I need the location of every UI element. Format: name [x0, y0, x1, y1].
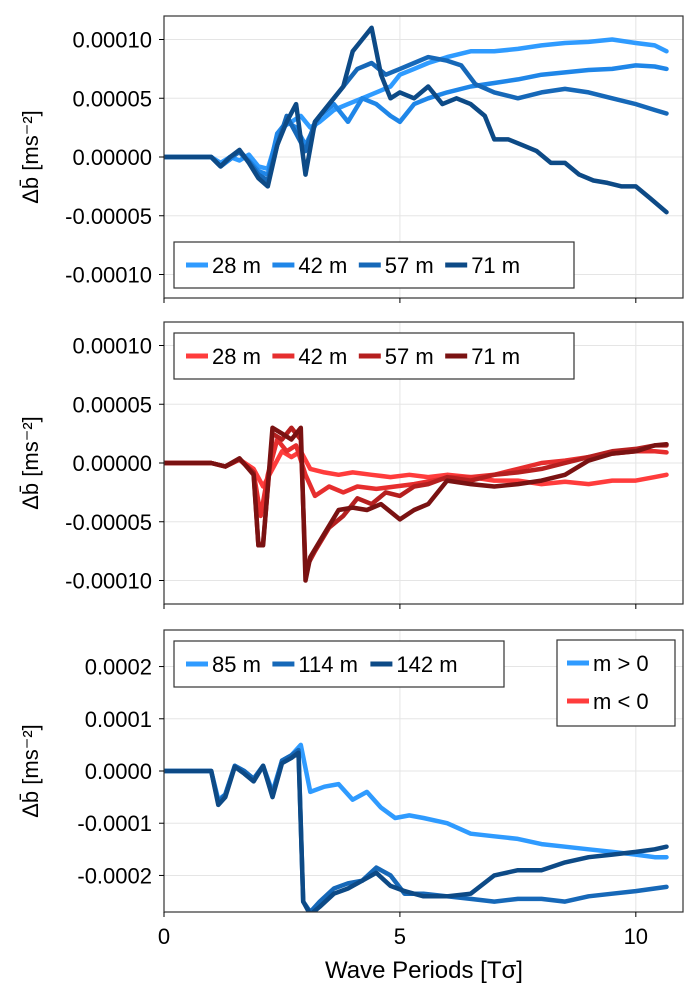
x-tick-label: 5	[394, 924, 406, 949]
legend: 28 m 42 m 57 m 71 m	[173, 241, 575, 289]
legend-label: 71 m	[471, 253, 520, 278]
legend-label: 57 m	[385, 344, 434, 369]
legend: 85 m 114 m 142 m	[173, 640, 505, 688]
y-tick-label: -0.00005	[65, 204, 152, 229]
y-tick-label: -0.0001	[77, 811, 152, 836]
series-line-142-m	[164, 750, 669, 912]
legend-label: 28 m	[212, 344, 261, 369]
y-tick-label: -0.00010	[65, 569, 152, 594]
y-tick-label: 0.00000	[72, 451, 152, 476]
sign-legend: m > 0 m < 0	[556, 639, 676, 727]
y-tick-label: 0.00000	[72, 145, 152, 170]
legend-label: 57 m	[385, 253, 434, 278]
legend-label: 42 m	[298, 253, 347, 278]
series-line-71-m	[164, 425, 669, 583]
y-axis-label: Δb̄ [ms⁻²]	[18, 724, 43, 818]
y-tick-label: 0.00005	[72, 86, 152, 111]
panel-bottom: 0.0002 0.0001 0.0000 -0.0001 -0.0002 0 5 10 Δb̄ …	[18, 629, 684, 949]
panel-middle: 0.00010 0.00005 0.00000 -0.00005 -0.00010 Δb̄…	[18, 321, 684, 609]
legend-label: 114 m	[298, 652, 358, 677]
legend-box	[173, 640, 505, 688]
y-tick-label: 0.00010	[72, 334, 152, 359]
y-tick-label: 0.0001	[85, 707, 152, 732]
y-axis-label: Δb̄ [ms⁻²]	[18, 110, 43, 204]
sign-legend-label: m < 0	[593, 689, 649, 714]
y-tick-label: 0.00005	[72, 392, 152, 417]
legend: 28 m 42 m 57 m 71 m	[173, 332, 575, 380]
legend-label: 28 m	[212, 253, 261, 278]
x-tick-label: 0	[158, 924, 170, 949]
panel-top: 0.00010 0.00005 0.00000 -0.00005 -0.00010 Δb̄…	[18, 15, 684, 303]
y-axis-label: Δb̄ [ms⁻²]	[18, 416, 43, 510]
y-tick-label: -0.0002	[77, 863, 152, 888]
legend-label: 71 m	[471, 344, 520, 369]
series-line-71-m	[164, 25, 669, 215]
x-axis-label: Wave Periods [Tσ]	[325, 957, 523, 984]
y-tick-label: 0.0000	[85, 759, 152, 784]
y-tick-label: -0.00005	[65, 510, 152, 535]
x-tick-label: 10	[624, 924, 648, 949]
y-tick-label: -0.00010	[65, 263, 152, 288]
y-tick-label: 0.00010	[72, 28, 152, 53]
legend-label: 42 m	[298, 344, 347, 369]
sign-legend-box	[556, 639, 676, 727]
y-tick-label: 0.0002	[85, 655, 152, 680]
legend-label: 85 m	[212, 652, 261, 677]
sign-legend-label: m > 0	[593, 651, 649, 676]
legend-label: 142 m	[396, 652, 457, 677]
